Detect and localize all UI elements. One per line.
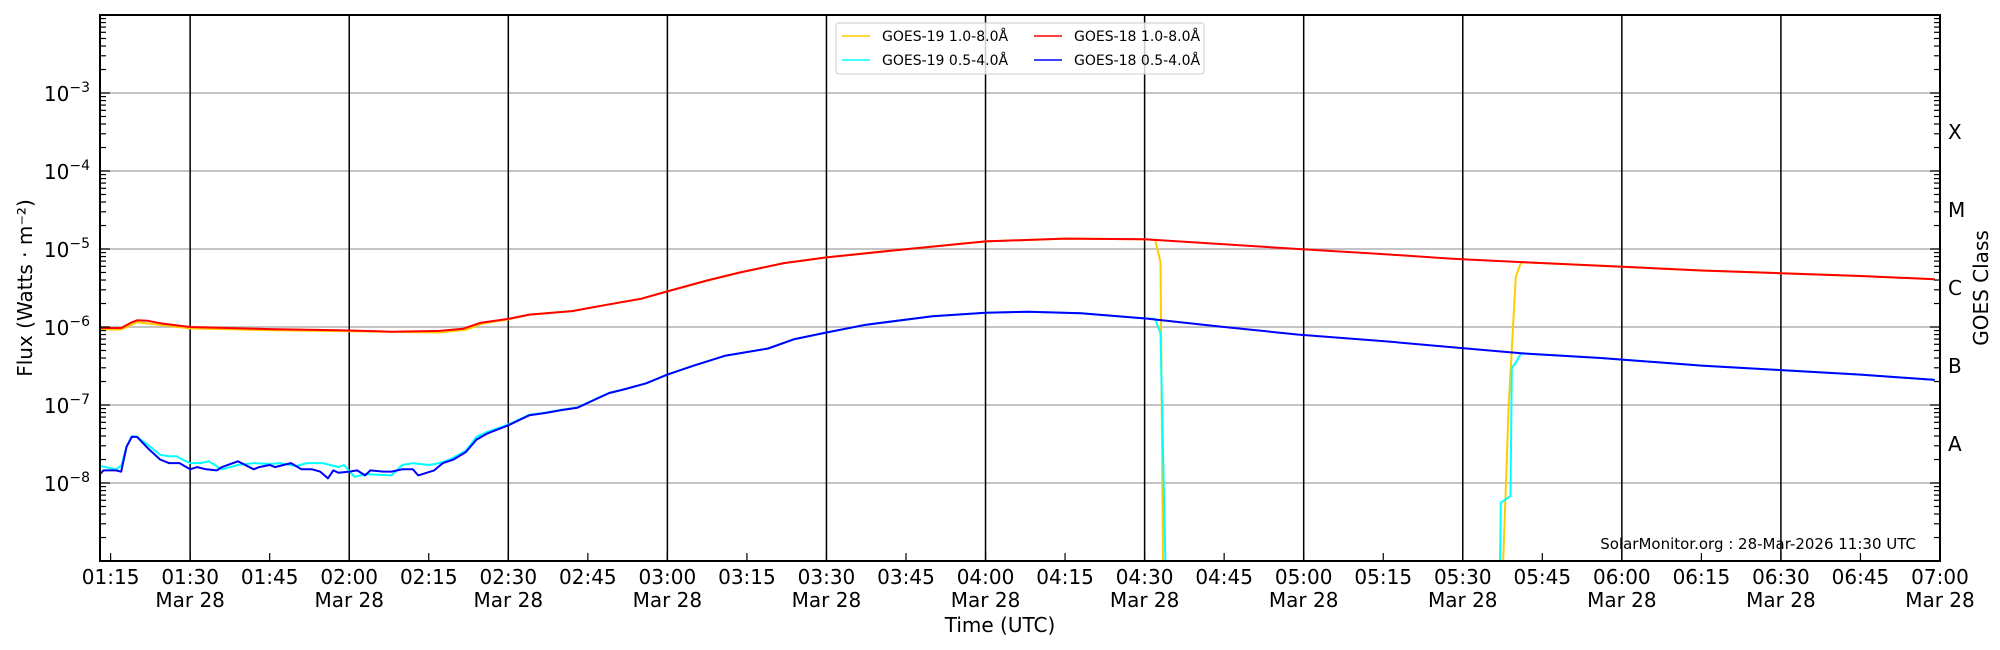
series-lines [100,237,1935,561]
x-tick-date: Mar 28 [155,588,225,612]
goes-class-label: M [1948,198,1965,222]
watermark: SolarMonitor.org : 28-Mar-2026 11:30 UTC [1600,535,1916,553]
x-tick-label: 06:45 [1832,565,1890,589]
x-tick-label: 04:45 [1195,565,1253,589]
series-line [100,237,1935,561]
axis-ticks [100,14,1941,562]
x-tick-date: Mar 28 [633,588,703,612]
x-tick-label: 01:15 [82,565,140,589]
x-tick-label: 05:15 [1354,565,1412,589]
legend-entry: GOES-18 0.5-4.0Å [1074,52,1200,69]
legend-entry: GOES-19 1.0-8.0Å [882,28,1008,45]
goes-class-labels: A B C M X [1948,120,1965,456]
x-tick-date: Mar 28 [1269,588,1339,612]
x-tick-label: 01:45 [241,565,299,589]
y-tick-label: 10−3 [44,80,90,106]
x-tick-label: 03:15 [718,565,776,589]
y-tick-label: 10−5 [44,236,90,262]
x-tick-label: 04:15 [1036,565,1094,589]
x-tick-date: Mar 28 [1428,588,1498,612]
series-line [100,237,1935,333]
y-tick-label: 10−8 [44,470,90,496]
right-axis-label: GOES Class [1969,230,1993,346]
x-tick-label: 05:00 [1275,565,1333,589]
x-tick-date: Mar 28 [1746,588,1816,612]
legend-box [835,22,1205,75]
x-tick-date: Mar 28 [314,588,384,612]
goes-class-label: X [1948,120,1962,144]
x-tick-label: 05:30 [1434,565,1492,589]
legend-entry: GOES-19 0.5-4.0Å [882,52,1008,69]
x-tick-label: 03:30 [798,565,856,589]
x-tick-label: 03:45 [877,565,935,589]
x-axis-label: Time (UTC) [944,613,1056,637]
plot-frame [99,14,1941,562]
x-tick-label: 03:00 [639,565,697,589]
x-tick-label: 06:15 [1673,565,1731,589]
x-tick-date: Mar 28 [1110,588,1180,612]
x-tick-label: 06:00 [1593,565,1651,589]
legend: GOES-19 1.0-8.0Å GOES-19 0.5-4.0Å GOES-18 … [835,22,1205,75]
grid-lines [100,92,1940,484]
x-tick-label: 01:30 [161,565,219,589]
legend-entry: GOES-18 1.0-8.0Å [1074,28,1200,45]
x-tick-date: Mar 28 [474,588,544,612]
y-tick-label: 10−7 [44,392,90,418]
half-hour-lines [189,15,1782,561]
x-tick-label: 06:30 [1752,565,1810,589]
x-tick-date: Mar 28 [792,588,862,612]
x-tick-label: 02:15 [400,565,458,589]
goes-class-label: B [1948,354,1962,378]
x-tick-label: 02:45 [559,565,617,589]
x-tick-label: 04:30 [1116,565,1174,589]
x-tick-date: Mar 28 [1905,588,1975,612]
y-tick-labels: 10−8 10−7 10−6 10−5 10−4 10−3 [44,80,90,496]
series-line [100,310,1935,480]
x-tick-date: Mar 28 [951,588,1021,612]
y-tick-label: 10−6 [44,314,90,340]
y-axis-label: Flux (Watts · m⁻²) [13,199,37,377]
goes-class-label: C [1948,276,1962,300]
x-tick-label: 04:00 [957,565,1015,589]
x-tick-date: Mar 28 [1587,588,1657,612]
x-tick-label: 02:30 [479,565,537,589]
x-tick-label: 05:45 [1513,565,1571,589]
x-tick-label: 02:00 [320,565,378,589]
goes-class-label: A [1948,432,1962,456]
y-tick-label: 10−4 [44,158,90,184]
x-tick-label: 07:00 [1911,565,1969,589]
